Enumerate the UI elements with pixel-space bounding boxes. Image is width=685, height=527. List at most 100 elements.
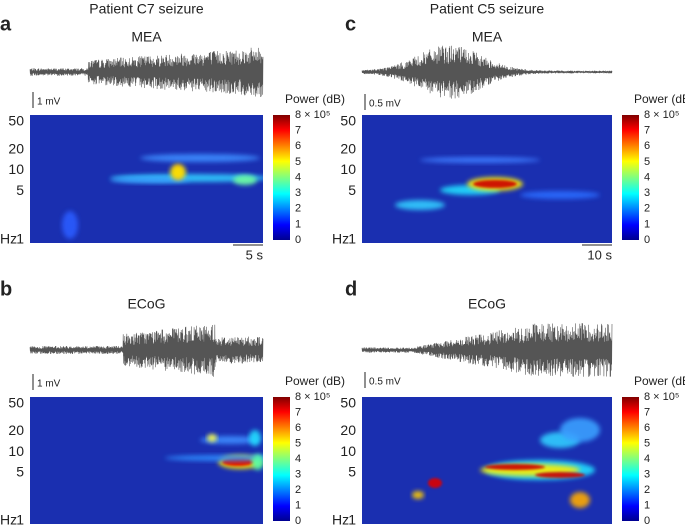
colorbar-tick-label: 6 xyxy=(295,422,301,434)
signal-label: MEA xyxy=(472,29,503,45)
power-blob xyxy=(233,175,257,185)
colorbar-tick-label: 6 xyxy=(644,140,650,152)
panel-letter: a xyxy=(0,13,12,35)
colorbar-tick-label: 2 xyxy=(644,203,650,215)
panel-letter: d xyxy=(345,278,357,300)
y-tick-label: 5 xyxy=(348,182,356,198)
panel-letter: b xyxy=(0,278,12,300)
colorbar xyxy=(622,115,639,240)
colorbar-tick-label: 1 xyxy=(644,499,650,511)
y-tick-label: 50 xyxy=(8,113,24,129)
panel-title: Patient C5 seizure xyxy=(430,1,545,17)
y-tick-label: 5 xyxy=(16,464,24,480)
colorbar-tick-label: 5 xyxy=(644,156,650,168)
power-blob xyxy=(140,154,260,162)
colorbar-max: 8 × 10⁵ xyxy=(295,109,330,121)
eeg-trace xyxy=(361,45,613,99)
y-tick-label: 50 xyxy=(340,113,356,129)
y-tick-label: 10 xyxy=(8,161,24,177)
y-tick-label: 20 xyxy=(340,422,356,438)
colorbar-tick-label: 1 xyxy=(295,499,301,511)
power-blob xyxy=(252,454,263,470)
colorbar-title: Power (dB) xyxy=(634,92,685,106)
power-blob xyxy=(560,418,600,442)
eeg-trace xyxy=(361,323,613,377)
colorbar-tick-label: 7 xyxy=(644,406,650,418)
power-blob xyxy=(207,434,217,442)
spectrogram-features xyxy=(412,418,600,508)
colorbar-max: 8 × 10⁵ xyxy=(644,391,679,403)
voltage-scale: 1 mV xyxy=(37,379,61,390)
panel-letter: c xyxy=(345,13,356,35)
colorbar-tick-label: 4 xyxy=(295,453,301,465)
colorbar-tick-label: 3 xyxy=(644,187,650,199)
y-unit: Hz xyxy=(0,512,17,527)
power-blob xyxy=(412,491,424,499)
signal-label: ECoG xyxy=(468,296,506,312)
colorbar-tick-label: 2 xyxy=(644,484,650,496)
signal-label: MEA xyxy=(131,29,162,45)
y-tick-label: 10 xyxy=(340,443,356,459)
colorbar xyxy=(273,397,290,521)
colorbar-tick-label: 7 xyxy=(295,406,301,418)
power-blob xyxy=(473,180,517,188)
colorbar-max: 8 × 10⁵ xyxy=(644,109,679,121)
power-blob xyxy=(110,177,190,183)
colorbar-tick-label: 1 xyxy=(295,218,301,230)
colorbar-tick-label: 1 xyxy=(644,218,650,230)
y-tick-label: 20 xyxy=(8,140,24,156)
y-tick-label: 20 xyxy=(340,140,356,156)
power-blob xyxy=(395,200,445,210)
colorbar-title: Power (dB) xyxy=(285,374,345,388)
colorbar-tick-label: 4 xyxy=(644,171,650,183)
signal-label: ECoG xyxy=(127,296,165,312)
colorbar-tick-label: 6 xyxy=(295,140,301,152)
colorbar xyxy=(273,115,290,240)
colorbar-tick-label: 5 xyxy=(295,437,301,449)
time-scale: 5 s xyxy=(246,247,264,262)
colorbar-tick-label: 2 xyxy=(295,484,301,496)
spectrogram-features xyxy=(62,154,263,239)
colorbar-tick-label: 0 xyxy=(295,515,301,527)
time-scale: 10 s xyxy=(587,247,612,262)
colorbar-tick-label: 7 xyxy=(644,125,650,137)
eeg-trace xyxy=(29,47,264,98)
colorbar-tick-label: 4 xyxy=(295,171,301,183)
colorbar-title: Power (dB) xyxy=(634,374,685,388)
colorbar-tick-label: 3 xyxy=(644,468,650,480)
colorbar xyxy=(622,397,639,521)
power-blob xyxy=(165,455,263,461)
colorbar-tick-label: 0 xyxy=(644,234,650,246)
y-tick-label: 1 xyxy=(16,512,24,527)
power-blob xyxy=(62,211,78,239)
power-blob xyxy=(170,164,186,180)
y-tick-label: 50 xyxy=(340,395,356,411)
colorbar-tick-label: 5 xyxy=(295,156,301,168)
y-tick-label: 5 xyxy=(348,464,356,480)
voltage-scale: 0.5 mV xyxy=(369,377,401,388)
colorbar-tick-label: 5 xyxy=(644,437,650,449)
y-tick-label: 1 xyxy=(348,231,356,247)
colorbar-tick-label: 0 xyxy=(644,515,650,527)
power-blob xyxy=(570,492,590,508)
eeg-trace xyxy=(29,324,264,377)
colorbar-max: 8 × 10⁵ xyxy=(295,391,330,403)
y-tick-label: 20 xyxy=(8,422,24,438)
power-blob xyxy=(485,464,545,470)
voltage-scale: 0.5 mV xyxy=(369,99,401,110)
y-tick-label: 10 xyxy=(340,161,356,177)
voltage-scale: 1 mV xyxy=(37,97,61,108)
power-blob xyxy=(420,157,540,163)
y-unit: Hz xyxy=(0,231,17,247)
y-tick-label: 5 xyxy=(16,182,24,198)
colorbar-tick-label: 3 xyxy=(295,468,301,480)
spectrogram xyxy=(362,397,612,524)
power-blob xyxy=(520,191,600,199)
colorbar-tick-label: 2 xyxy=(295,203,301,215)
y-tick-label: 1 xyxy=(16,231,24,247)
spectrogram-features xyxy=(165,430,263,470)
colorbar-tick-label: 3 xyxy=(295,187,301,199)
y-tick-label: 10 xyxy=(8,443,24,459)
y-unit: Hz xyxy=(332,512,349,527)
